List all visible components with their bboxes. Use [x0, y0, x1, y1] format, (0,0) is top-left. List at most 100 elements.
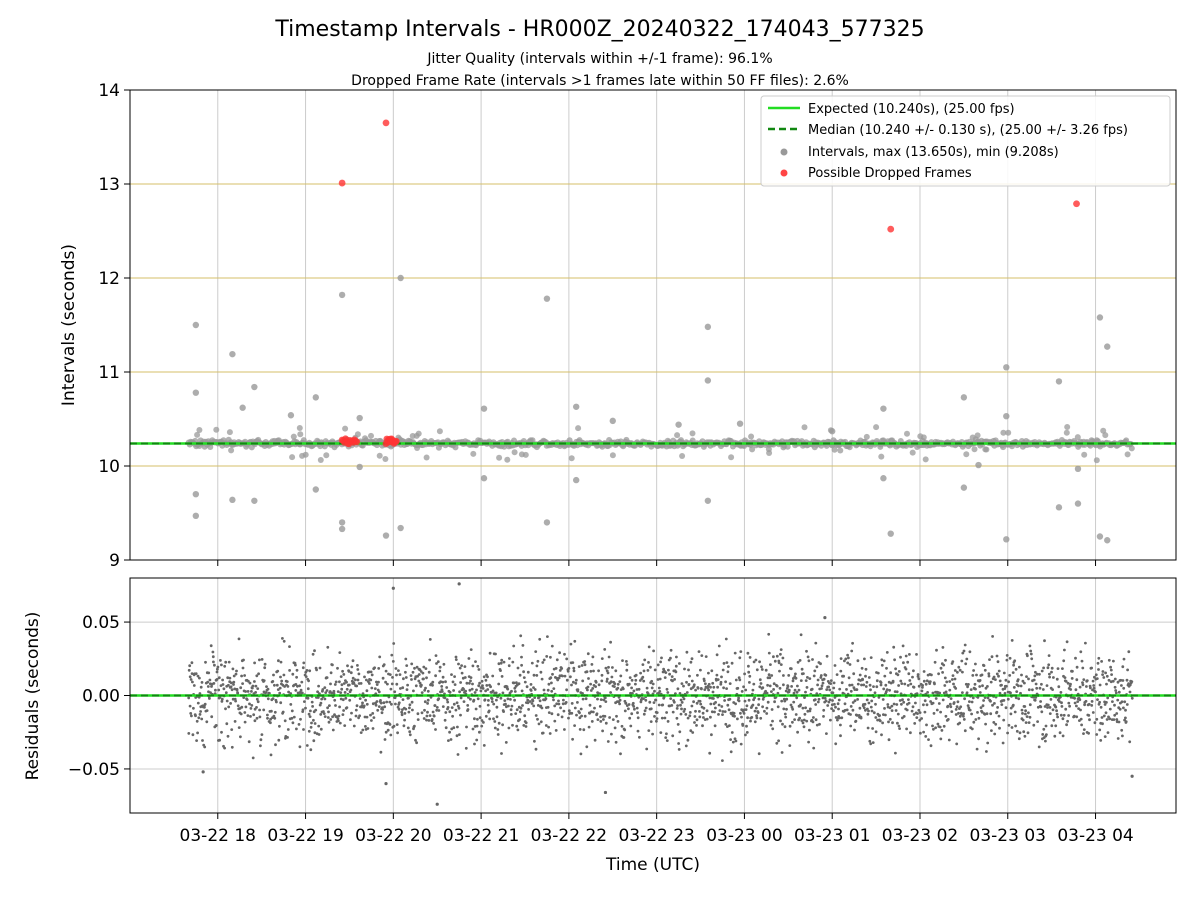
interval-outlier-point [287, 412, 295, 419]
residual-point [203, 702, 207, 706]
residual-point [239, 712, 243, 716]
interval-point [974, 432, 981, 439]
legend-expected-label: Expected (10.240s), (25.00 fps) [808, 102, 1015, 117]
residual-point [904, 667, 908, 671]
residual-point [1083, 703, 1086, 707]
residual-point [557, 699, 560, 703]
residual-point [753, 709, 757, 713]
interval-outlier-point [960, 484, 968, 491]
residual-point [930, 673, 933, 677]
residual-point [1012, 686, 1016, 689]
residual-point [724, 722, 728, 726]
residual-point [834, 742, 838, 746]
residual-point [787, 688, 791, 692]
residual-point [1055, 709, 1058, 713]
residual-point [450, 706, 454, 709]
residual-point [570, 711, 574, 715]
residual-point [486, 703, 490, 707]
residual-point [255, 716, 259, 720]
residual-point [529, 689, 533, 692]
residual-point [278, 724, 281, 728]
residual-point [961, 691, 964, 694]
residual-point [227, 683, 230, 687]
residual-point [338, 651, 342, 654]
residual-point [1017, 737, 1021, 741]
residual-point [336, 690, 340, 693]
residual-point [1050, 666, 1054, 670]
residual-point [1115, 718, 1119, 721]
residual-point [500, 752, 503, 755]
residual-point [833, 696, 837, 699]
residual-point [221, 678, 225, 682]
residual-point [427, 670, 431, 674]
residual-point [1096, 698, 1099, 701]
residual-point [243, 720, 247, 724]
residual-point [435, 708, 439, 712]
residual-point [281, 637, 284, 640]
residual-point [581, 679, 585, 683]
residual-point [1048, 672, 1051, 676]
residual-point [503, 699, 507, 702]
residual-point [600, 673, 604, 677]
residual-point [394, 667, 398, 670]
residual-point [1090, 704, 1094, 707]
residual-point [900, 702, 903, 706]
residual-point [894, 709, 898, 712]
residual-point [699, 668, 702, 672]
interval-point [415, 430, 422, 437]
residual-point [320, 697, 324, 701]
residual-point [892, 645, 896, 649]
chart-subtitle-dropped: Dropped Frame Rate (intervals >1 frames … [351, 73, 849, 89]
residual-point [965, 657, 969, 661]
residual-point [272, 714, 276, 718]
residual-point [863, 702, 867, 706]
residual-point [386, 682, 389, 686]
residual-point [512, 644, 516, 648]
residual-point [230, 728, 234, 731]
residual-point [462, 687, 465, 691]
residual-point [297, 723, 301, 726]
residual-point [395, 682, 399, 686]
residual-point [231, 697, 235, 701]
residual-point [350, 665, 354, 669]
residual-point [1094, 673, 1098, 677]
residual-point [250, 686, 254, 690]
residual-point [813, 669, 817, 673]
residual-point [478, 716, 482, 720]
residual-point [994, 722, 998, 726]
interval-outlier-point [704, 323, 712, 331]
residual-point [916, 673, 920, 676]
residual-point [554, 667, 558, 670]
residual-point [1051, 688, 1054, 691]
interval-point [511, 449, 518, 456]
residual-point [976, 711, 979, 714]
residual-point [683, 667, 686, 671]
residual-point [445, 698, 449, 701]
residual-point [215, 670, 219, 674]
residual-point [550, 644, 554, 648]
residual-point [789, 703, 793, 707]
residual-point [253, 719, 257, 723]
residual-point [1055, 712, 1059, 716]
residual-point [1003, 692, 1007, 695]
residual-point [1002, 718, 1006, 722]
residual-point [477, 668, 481, 671]
interval-point [376, 452, 383, 459]
residual-point [794, 676, 798, 680]
residual-point [342, 682, 346, 685]
residual-point [609, 680, 613, 684]
residual-point [780, 699, 784, 703]
residual-point [277, 738, 281, 742]
residual-point [224, 707, 227, 711]
residual-point [815, 665, 819, 669]
residual-point [673, 678, 676, 681]
residual-point [304, 675, 308, 678]
residual-point [325, 689, 329, 692]
residual-point [799, 633, 803, 637]
residual-point [883, 674, 887, 678]
residual-point [1117, 720, 1121, 724]
residual-point [1015, 690, 1019, 693]
residual-point [1043, 639, 1046, 643]
residual-point [1101, 670, 1105, 673]
